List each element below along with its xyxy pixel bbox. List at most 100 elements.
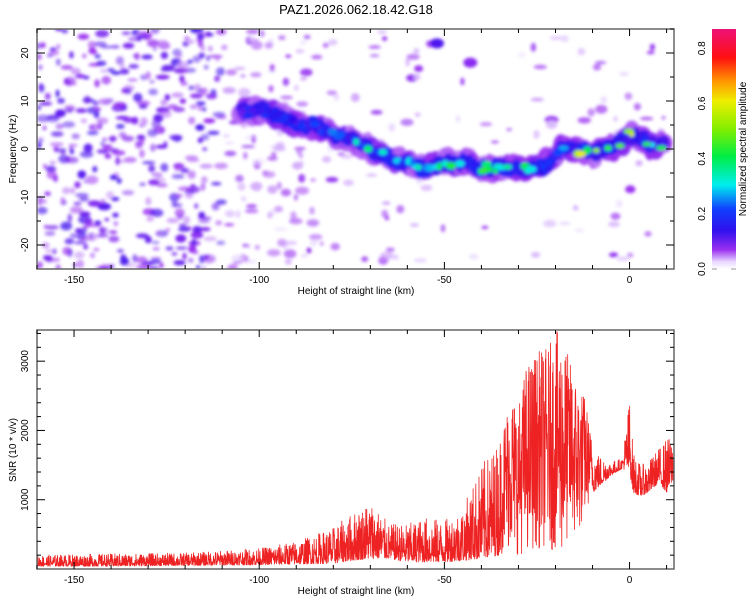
heatmap-cell — [150, 143, 156, 152]
heatmap-cell — [319, 241, 324, 246]
heatmap-cell — [104, 217, 110, 222]
colorbar-tick-label: 0.2 — [697, 206, 708, 220]
heatmap-cell — [155, 230, 163, 237]
spectrogram-ylabel: Frequency (Hz) — [8, 115, 19, 184]
x-tick-label: -150 — [64, 275, 84, 286]
heatmap-cell — [55, 109, 66, 118]
heatmap-cell — [237, 182, 246, 191]
heatmap-cell — [88, 47, 97, 55]
colorbar-tick-label: 0.4 — [697, 151, 708, 165]
heatmap-cell — [198, 211, 206, 219]
heatmap-cell — [639, 116, 654, 121]
y-tick-label: 3000 — [20, 350, 31, 373]
heatmap-cell — [169, 134, 183, 140]
heatmap-cell — [79, 211, 91, 217]
heatmap-cell — [69, 206, 83, 214]
heatmap-cell — [227, 264, 238, 269]
heatmap-cell — [481, 225, 489, 230]
heatmap-cell — [644, 231, 652, 237]
heatmap-cell — [187, 59, 193, 64]
heatmap-cell — [506, 128, 512, 132]
heatmap-cell — [37, 141, 42, 149]
heatmap-cell — [94, 79, 100, 88]
heatmap-cell — [298, 151, 304, 159]
heatmap-ridge-cell — [363, 145, 373, 153]
heatmap-cell — [44, 191, 51, 196]
heatmap-cell — [414, 65, 424, 73]
heatmap-cell — [296, 101, 309, 107]
heatmap-cell — [196, 265, 201, 269]
heatmap-cell — [133, 54, 138, 58]
heatmap-cell — [37, 206, 48, 215]
heatmap-cell — [172, 106, 185, 113]
heatmap-cell — [322, 42, 329, 48]
snr-series-line — [37, 331, 674, 567]
heatmap-cell — [62, 121, 76, 128]
heatmap-ridge-cell — [409, 158, 416, 166]
heatmap-cell — [161, 64, 175, 72]
heatmap-cell — [587, 108, 595, 117]
y-tick-label: 0 — [20, 146, 31, 152]
heatmap-ridge-cell — [492, 168, 499, 174]
heatmap-cell — [85, 232, 98, 242]
x-tick-label: -100 — [249, 275, 269, 286]
heatmap-cell — [236, 210, 241, 219]
colorbar-tick-label: 0.8 — [697, 41, 708, 55]
heatmap-cell — [203, 64, 209, 70]
heatmap-cell — [84, 218, 93, 227]
heatmap-cell — [189, 93, 203, 99]
heatmap-cell — [619, 72, 629, 76]
heatmap-cell — [267, 211, 273, 219]
heatmap-cell — [215, 67, 226, 76]
heatmap-ridge-cell — [318, 128, 324, 135]
heatmap-cell — [160, 110, 172, 118]
heatmap-cell — [159, 262, 164, 269]
heatmap-cell — [414, 112, 421, 118]
heatmap-cell — [380, 251, 394, 260]
heatmap-cell — [244, 135, 258, 141]
heatmap-cell — [96, 60, 107, 67]
heatmap-cell — [85, 175, 99, 185]
heatmap-cell — [135, 264, 141, 269]
heatmap-cell — [203, 118, 216, 124]
heatmap-cell — [98, 98, 112, 105]
heatmap-cell — [361, 256, 369, 262]
heatmap-cell — [127, 78, 138, 82]
heatmap-cell — [246, 244, 251, 248]
heatmap-cell — [67, 248, 73, 258]
heatmap-cell — [178, 223, 188, 227]
heatmap-ridge-cell — [287, 123, 295, 129]
heatmap-cell — [103, 144, 113, 152]
heatmap-cell — [469, 253, 479, 260]
heatmap-cell — [128, 64, 139, 69]
heatmap-cell — [151, 119, 161, 129]
y-tick-label: 1000 — [20, 488, 31, 511]
heatmap-cell — [350, 93, 360, 102]
heatmap-cell — [37, 114, 50, 123]
heatmap-cell — [231, 254, 244, 262]
y-tick-label: 20 — [20, 47, 31, 59]
heatmap-cell — [269, 63, 275, 72]
heatmap-cell — [95, 265, 107, 269]
heatmap-cell — [81, 53, 87, 59]
heatmap-cell — [610, 212, 621, 220]
heatmap-cell — [102, 137, 108, 142]
heatmap-cell — [460, 77, 465, 86]
heatmap-cell — [200, 45, 206, 52]
heatmap-cell — [284, 258, 292, 265]
heatmap-cell — [613, 116, 618, 122]
heatmap-cell — [558, 221, 571, 226]
heatmap-cell — [626, 252, 634, 258]
heatmap-cell — [273, 227, 288, 232]
heatmap-cell — [119, 257, 130, 266]
heatmap-cell — [303, 34, 311, 40]
heatmap-cell — [211, 202, 220, 211]
heatmap-cell — [188, 245, 197, 253]
heatmap-cell — [160, 163, 169, 172]
heatmap-cell — [132, 254, 138, 263]
heatmap-cell — [37, 105, 42, 111]
heatmap-cell — [39, 199, 48, 204]
colorbar-tick-label: 0.0 — [697, 262, 708, 276]
heatmap-cell — [200, 87, 208, 96]
heatmap-cell — [440, 224, 446, 233]
